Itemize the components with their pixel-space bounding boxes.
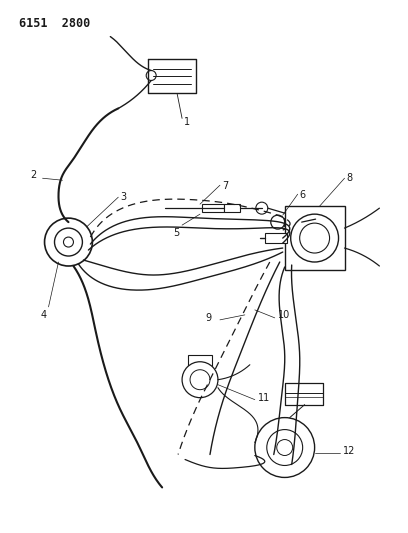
Text: 8: 8 [346,173,353,183]
Bar [188,355,212,367]
Text: 4: 4 [40,310,47,320]
Bar [265,233,287,243]
Text: 12: 12 [343,446,355,456]
Circle shape [271,215,285,229]
Bar [285,206,344,270]
Text: 9: 9 [205,313,211,323]
Circle shape [267,430,303,465]
Text: 6151  2800: 6151 2800 [19,17,90,30]
Circle shape [64,237,73,247]
Circle shape [190,370,210,390]
Circle shape [255,417,315,478]
Text: 5: 5 [173,228,180,238]
Text: 2: 2 [31,170,37,180]
Circle shape [146,70,156,80]
Text: 3: 3 [120,192,126,202]
Circle shape [277,440,293,456]
Bar [224,204,240,212]
Circle shape [44,218,92,266]
Text: 7: 7 [222,181,228,191]
Text: 11: 11 [258,393,270,402]
Text: 6: 6 [299,190,306,200]
Bar [284,218,302,226]
Text: 1: 1 [184,117,190,127]
Text: 10: 10 [278,310,290,320]
Bar [202,204,224,212]
Circle shape [55,228,82,256]
Circle shape [299,223,330,253]
Circle shape [256,202,268,214]
Circle shape [291,214,339,262]
Circle shape [182,362,218,398]
